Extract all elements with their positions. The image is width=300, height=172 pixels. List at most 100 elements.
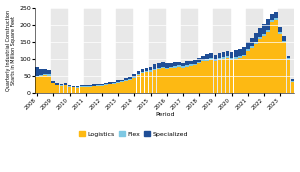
Bar <box>193 66 197 93</box>
Bar <box>230 52 233 58</box>
Bar <box>262 35 266 93</box>
Bar <box>262 34 266 35</box>
Bar <box>165 69 169 93</box>
Bar <box>185 65 189 67</box>
Bar <box>72 87 75 93</box>
Bar <box>56 83 59 85</box>
Bar <box>291 79 294 81</box>
Bar <box>104 85 108 93</box>
Bar <box>157 69 160 93</box>
Bar <box>64 85 67 93</box>
Bar <box>258 39 262 93</box>
Bar <box>278 34 282 93</box>
Bar <box>100 85 104 86</box>
Bar <box>282 42 286 93</box>
Bar <box>161 68 165 93</box>
Bar <box>43 69 47 74</box>
Bar <box>234 57 238 59</box>
Bar <box>96 84 100 85</box>
Bar <box>213 8 230 93</box>
Bar <box>133 78 136 93</box>
Bar <box>214 60 217 61</box>
Bar <box>193 60 197 64</box>
Bar <box>169 67 173 68</box>
Bar <box>124 81 128 93</box>
Bar <box>120 81 124 82</box>
Bar <box>112 83 116 84</box>
Bar <box>35 76 39 77</box>
Bar <box>157 68 160 69</box>
Bar <box>136 75 140 93</box>
Bar <box>206 54 209 59</box>
Bar <box>226 56 230 58</box>
Bar <box>177 66 181 67</box>
Bar <box>149 70 152 72</box>
Bar <box>254 44 258 93</box>
X-axis label: Period: Period <box>155 112 175 117</box>
Bar <box>84 85 88 86</box>
Bar <box>234 59 238 93</box>
Bar <box>133 77 136 78</box>
Bar <box>104 83 108 84</box>
Bar <box>88 87 92 93</box>
Bar <box>222 59 225 93</box>
Bar <box>92 84 96 86</box>
Bar <box>39 75 43 76</box>
Bar <box>266 30 270 32</box>
Bar <box>72 86 75 87</box>
Bar <box>59 84 63 85</box>
Bar <box>124 78 128 80</box>
Bar <box>270 20 274 22</box>
Bar <box>153 69 157 70</box>
Bar <box>230 58 233 60</box>
Bar <box>250 46 254 48</box>
Bar <box>209 60 213 93</box>
Bar <box>145 68 148 71</box>
Bar <box>39 76 43 93</box>
Bar <box>88 85 92 86</box>
Bar <box>278 27 282 33</box>
Bar <box>84 8 100 93</box>
Bar <box>238 56 242 58</box>
Bar <box>84 86 88 87</box>
Bar <box>47 74 51 76</box>
Bar <box>282 35 286 41</box>
Bar <box>197 62 201 63</box>
Bar <box>185 67 189 93</box>
Bar <box>145 71 148 72</box>
Bar <box>242 56 246 93</box>
Bar <box>201 60 205 61</box>
Bar <box>64 83 67 85</box>
Bar <box>185 61 189 65</box>
Bar <box>128 77 132 79</box>
Bar <box>84 87 88 93</box>
Bar <box>173 66 177 68</box>
Bar <box>169 68 173 93</box>
Bar <box>108 84 112 93</box>
Bar <box>206 59 209 61</box>
Bar <box>161 67 165 68</box>
Bar <box>116 8 132 93</box>
Bar <box>80 87 83 93</box>
Bar <box>262 24 266 34</box>
Bar <box>278 33 282 34</box>
Bar <box>193 64 197 66</box>
Bar <box>47 70 51 74</box>
Bar <box>177 67 181 93</box>
Bar <box>59 86 63 93</box>
Bar <box>165 63 169 68</box>
Bar <box>124 80 128 81</box>
Bar <box>76 86 80 87</box>
Bar <box>286 60 290 93</box>
Bar <box>116 80 120 82</box>
Bar <box>120 80 124 81</box>
Bar <box>218 60 221 93</box>
Bar <box>59 85 63 86</box>
Bar <box>250 48 254 93</box>
Bar <box>47 76 51 93</box>
Bar <box>35 67 39 76</box>
Bar <box>68 86 71 87</box>
Y-axis label: Quarterly Industrial Construction
Starts in Million Square Feet: Quarterly Industrial Construction Starts… <box>6 10 16 91</box>
Bar <box>238 49 242 56</box>
Bar <box>177 62 181 66</box>
